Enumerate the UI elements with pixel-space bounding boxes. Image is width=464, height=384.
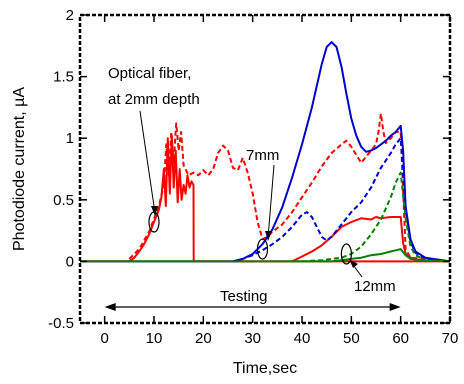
curve-marker-3 [340, 243, 352, 265]
series-line-7 [80, 248, 450, 263]
fiber-arrow [139, 110, 156, 214]
x-tick-label: 30 [244, 330, 261, 347]
series-line-5 [232, 137, 450, 263]
x-tick-label: 50 [343, 330, 360, 347]
x-axis-title: Time,sec [233, 360, 297, 377]
testing-label: Testing [220, 288, 268, 305]
fiber-label-line2: at 2mm depth [108, 91, 200, 108]
annotations: Optical fiber, at 2mm depth 7mm 12mm Tes… [104, 65, 401, 311]
series-line-6 [301, 171, 450, 263]
testing-arrowhead-left [104, 303, 116, 311]
depth-12mm-label: 12mm [354, 278, 396, 295]
depth-7mm-arrow [267, 164, 275, 239]
y-tick-label: -0.5 [48, 315, 74, 332]
x-tick-label: 40 [294, 330, 311, 347]
y-tick-label: 0 [66, 253, 74, 270]
y-axis-title: Photodiode current, µA [11, 87, 28, 251]
fiber-arrowhead [151, 206, 158, 216]
depth-7mm-label: 7mm [246, 147, 279, 164]
depth-7mm-arrowhead [265, 231, 272, 241]
x-tick-label: 60 [392, 330, 409, 347]
curve-marker-2 [256, 238, 269, 260]
fiber-label-line1: Optical fiber, [108, 65, 191, 82]
x-tick-label: 70 [442, 330, 459, 347]
series-line-4 [80, 41, 450, 263]
y-tick-label: 1 [66, 130, 74, 147]
testing-arrowhead-right [389, 303, 401, 311]
x-tick-label: 10 [146, 330, 163, 347]
depth-12mm-arrowhead [349, 259, 358, 268]
y-tick-label: 2 [66, 7, 74, 24]
y-tick-label: 0.5 [53, 192, 74, 209]
x-tick-label: 20 [195, 330, 212, 347]
plot-frame [78, 13, 452, 325]
plot-area: 0 10 20 30 40 50 60 70 -0.5 0 0.5 1 1.5 2 [48, 7, 458, 347]
x-tick-label: 0 [100, 330, 108, 347]
y-tick-label: 1.5 [53, 69, 74, 86]
series-line-2 [128, 112, 450, 263]
